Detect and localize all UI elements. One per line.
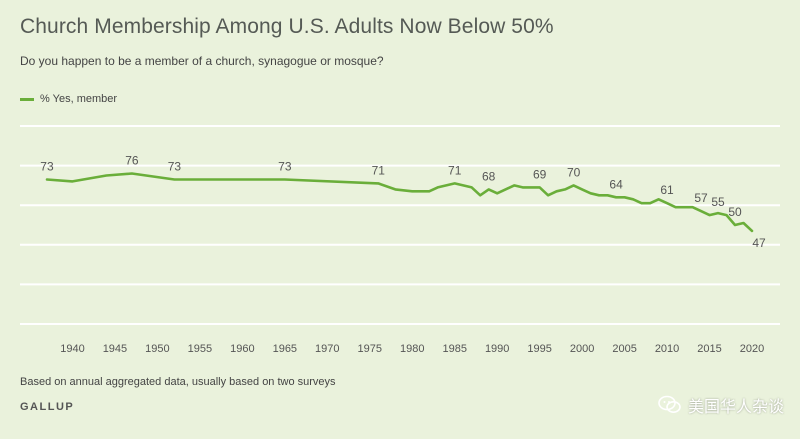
x-tick-label: 2000 (570, 343, 594, 355)
data-label: 73 (168, 159, 182, 173)
wechat-icon (658, 395, 681, 413)
x-tick-label: 2005 (612, 343, 636, 355)
data-label: 73 (40, 159, 54, 173)
x-tick-label: 1940 (60, 343, 84, 355)
data-label: 71 (448, 163, 462, 177)
watermark-text: 美国华人杂谈 (687, 397, 784, 416)
x-tick-label: 1960 (230, 343, 254, 355)
data-label: 57 (694, 191, 708, 205)
data-label: 50 (728, 205, 742, 219)
legend-label: % Yes, member (40, 93, 118, 105)
chart-title: Church Membership Among U.S. Adults Now … (20, 15, 554, 38)
data-label: 71 (372, 163, 386, 177)
x-tick-label: 1995 (527, 343, 551, 355)
x-tick-label: 1975 (358, 343, 382, 355)
x-tick-label: 1955 (188, 343, 212, 355)
x-tick-label: 1970 (315, 343, 339, 355)
x-tick-label: 1990 (485, 343, 509, 355)
data-label: 68 (482, 169, 496, 183)
legend-swatch (20, 97, 34, 101)
gridlines (20, 125, 780, 325)
watermark: 美国华人杂谈 (658, 393, 784, 417)
data-label: 64 (609, 177, 623, 191)
x-tick-label: 1945 (103, 343, 127, 355)
series-path (45, 172, 754, 233)
chart-subtitle: Do you happen to be a member of a church… (20, 54, 384, 68)
x-tick-label: 2015 (697, 343, 721, 355)
data-label: 47 (752, 236, 766, 250)
x-axis-ticks: 1940 1945 1950 1955 1960 1965 1970 1975 1980 1985… (60, 343, 764, 355)
x-tick-label: 2010 (655, 343, 679, 355)
x-tick-label: 1980 (400, 343, 424, 355)
x-tick-label: 1965 (273, 343, 297, 355)
source-label: GALLUP (20, 401, 75, 413)
data-label: 76 (125, 154, 139, 168)
data-label: 55 (711, 195, 725, 209)
data-label: 70 (567, 165, 581, 179)
series-line (45, 172, 754, 233)
x-tick-label: 1950 (145, 343, 169, 355)
footnote: Based on annual aggregated data, usually… (20, 376, 336, 388)
data-label: 69 (533, 167, 547, 181)
data-label: 73 (278, 159, 292, 173)
chart-legend: % Yes, member (20, 93, 117, 105)
data-label: 61 (660, 183, 674, 197)
x-tick-label: 1985 (442, 343, 466, 355)
x-tick-label: 2020 (740, 343, 764, 355)
